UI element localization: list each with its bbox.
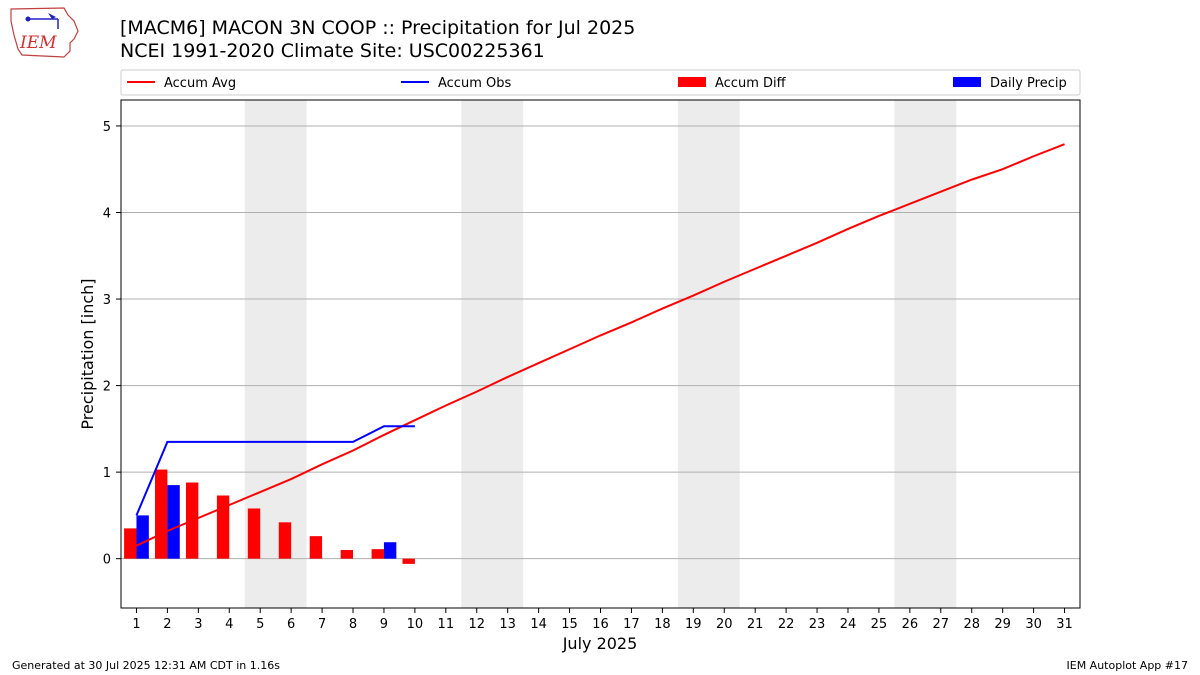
x-tick-label: 25 bbox=[871, 617, 888, 632]
legend-label: Daily Precip bbox=[990, 76, 1067, 91]
x-tick-label: 23 bbox=[809, 617, 826, 632]
x-tick-label: 4 bbox=[225, 617, 233, 632]
app-label: IEM Autoplot App #17 bbox=[1066, 659, 1189, 672]
y-tick-label: 0 bbox=[103, 553, 111, 568]
x-tick-label: 11 bbox=[438, 617, 455, 632]
x-tick-label: 7 bbox=[318, 617, 326, 632]
x-tick-label: 9 bbox=[380, 617, 388, 632]
accum-diff-bar bbox=[278, 522, 292, 559]
x-tick-label: 6 bbox=[287, 617, 295, 632]
accum-diff-bar bbox=[216, 495, 230, 559]
x-axis-label: July 2025 bbox=[562, 634, 638, 653]
x-tick-label: 20 bbox=[716, 617, 733, 632]
legend-swatch bbox=[953, 77, 981, 87]
iem-logo: IEM bbox=[10, 7, 79, 58]
x-tick-label: 2 bbox=[163, 617, 171, 632]
y-tick-label: 2 bbox=[103, 380, 111, 395]
series-lines bbox=[135, 143, 1065, 547]
x-tick-label: 18 bbox=[654, 617, 671, 632]
x-tick-label: 13 bbox=[499, 617, 516, 632]
weekend-shading bbox=[244, 100, 957, 608]
x-axis-ticks: 1 2 3 4 5 6 7 8 9 10 11 12 13 14 15 16 17 18 19 20 21 22 23 24 2… bbox=[132, 608, 1073, 632]
accum-diff-bar bbox=[247, 508, 261, 559]
x-tick-label: 5 bbox=[256, 617, 264, 632]
x-tick-label: 12 bbox=[468, 617, 485, 632]
accum-diff-bar bbox=[371, 549, 384, 559]
x-tick-label: 19 bbox=[685, 617, 702, 632]
y-tick-label: 4 bbox=[103, 207, 111, 222]
legend: Accum Avg Accum Obs Accum Diff Daily Precip bbox=[120, 69, 1081, 96]
x-tick-label: 10 bbox=[407, 617, 424, 632]
x-tick-label: 21 bbox=[747, 617, 764, 632]
legend-frame bbox=[120, 69, 1081, 96]
legend-swatch bbox=[678, 77, 706, 87]
logo-text: IEM bbox=[19, 33, 57, 53]
y-tick-label: 3 bbox=[103, 293, 111, 308]
legend-label: Accum Diff bbox=[715, 76, 787, 91]
weekend-band bbox=[461, 100, 524, 608]
x-tick-label: 29 bbox=[994, 617, 1011, 632]
accum-obs-line bbox=[135, 425, 415, 516]
x-tick-label: 14 bbox=[530, 617, 547, 632]
x-tick-label: 30 bbox=[1025, 617, 1042, 632]
y-tick-label: 5 bbox=[103, 120, 111, 135]
x-tick-label: 31 bbox=[1056, 617, 1073, 632]
x-tick-label: 3 bbox=[194, 617, 202, 632]
daily-precip-bar bbox=[167, 485, 180, 559]
daily-precip-bar bbox=[383, 542, 397, 559]
accum-diff-bar bbox=[402, 558, 415, 564]
x-tick-label: 24 bbox=[840, 617, 857, 632]
accum-avg-line bbox=[136, 143, 1065, 547]
accum-diff-bar bbox=[309, 536, 323, 559]
accum-diff-bar bbox=[155, 469, 168, 559]
x-tick-label: 28 bbox=[963, 617, 980, 632]
daily-precip-bar bbox=[136, 515, 149, 559]
x-tick-label: 17 bbox=[623, 617, 640, 632]
chart-subtitle: NCEI 1991-2020 Climate Site: USC00225361 bbox=[120, 40, 545, 62]
x-tick-label: 16 bbox=[592, 617, 609, 632]
y-axis-label: Precipitation [inch] bbox=[78, 278, 97, 429]
chart-title: [MACM6] MACON 3N COOP :: Precipitation f… bbox=[120, 17, 636, 39]
x-tick-label: 26 bbox=[902, 617, 919, 632]
weekend-band bbox=[677, 100, 740, 608]
x-tick-label: 8 bbox=[349, 617, 357, 632]
accum-diff-bar bbox=[340, 550, 354, 559]
x-tick-label: 1 bbox=[132, 617, 140, 632]
legend-label: Accum Obs bbox=[438, 76, 511, 91]
bars bbox=[124, 469, 415, 564]
weekend-band bbox=[894, 100, 957, 608]
x-tick-label: 22 bbox=[778, 617, 795, 632]
legend-label: Accum Avg bbox=[164, 76, 236, 91]
accum-diff-bar bbox=[124, 528, 137, 559]
generated-timestamp: Generated at 30 Jul 2025 12:31 AM CDT in… bbox=[12, 659, 280, 672]
x-tick-label: 27 bbox=[933, 617, 950, 632]
y-axis-ticks: 0 1 2 3 4 5 bbox=[103, 120, 121, 568]
y-tick-label: 1 bbox=[103, 466, 111, 481]
x-tick-label: 15 bbox=[561, 617, 578, 632]
